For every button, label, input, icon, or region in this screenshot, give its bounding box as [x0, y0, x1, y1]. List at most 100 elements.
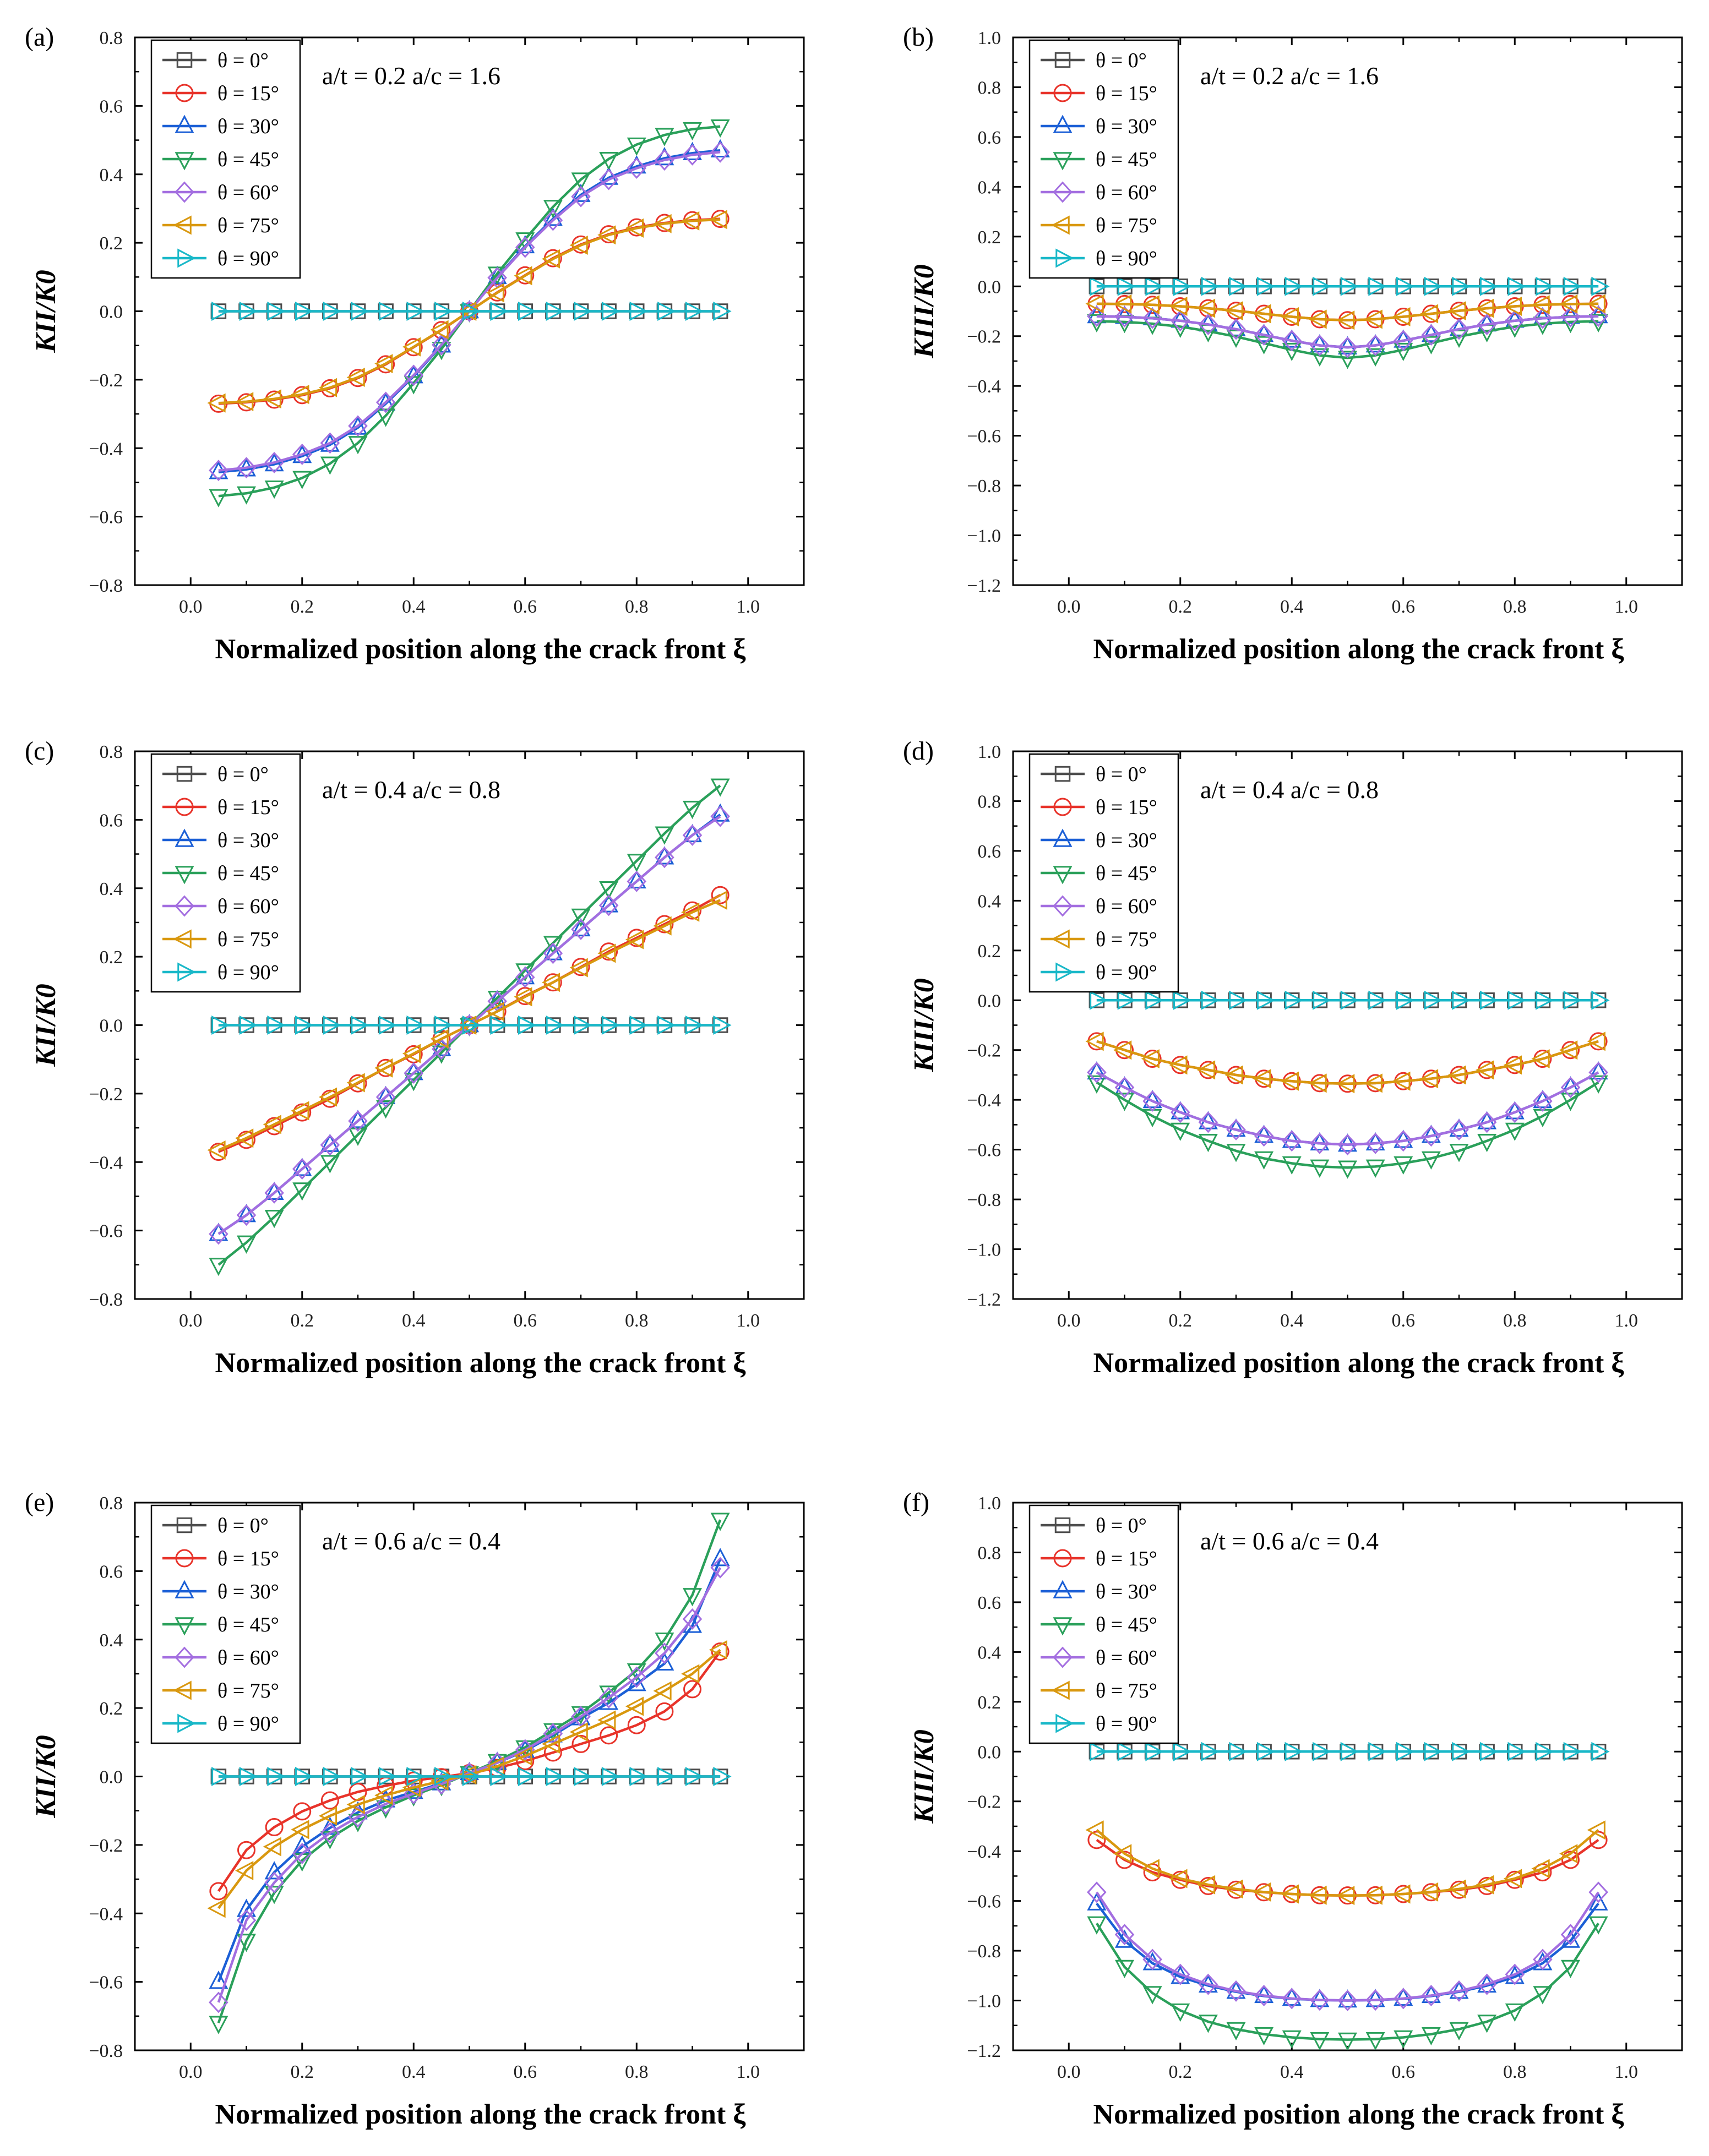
data-point — [601, 302, 621, 321]
data-point — [1254, 1151, 1274, 1170]
data-point — [709, 891, 727, 910]
data-point — [1087, 1061, 1107, 1080]
legend-label: θ = 0° — [1096, 49, 1147, 72]
data-point — [351, 1767, 369, 1786]
y-tick-label: −1.0 — [967, 1991, 1001, 2012]
data-point — [1285, 276, 1303, 296]
y-tick-label: −0.8 — [967, 1190, 1001, 1210]
legend-marker — [1053, 114, 1073, 133]
x-axis-label: Normalized position along the crack fron… — [215, 1347, 747, 1379]
data-point — [1559, 1040, 1578, 1060]
data-point — [320, 1134, 340, 1156]
chart-panel-b: −1.2 −1.0 −0.8 −0.6 −0.4 −0.2 0.0 0.2 0.4 0.6 0.8 1… — [903, 23, 1683, 665]
data-point — [375, 1086, 396, 1108]
y-tick-label: 0.8 — [100, 28, 123, 48]
x-axis-label: Normalized position along the crack fron… — [215, 2099, 747, 2130]
legend-marker — [175, 1580, 194, 1598]
data-point — [1338, 1160, 1357, 1179]
data-point — [237, 486, 256, 505]
chart-panel-d: −1.2 −1.0 −0.8 −0.6 −0.4 −0.2 0.0 0.2 0.4 0.6 0.8 1… — [903, 736, 1683, 1379]
data-point — [1224, 1065, 1243, 1085]
data-point — [374, 354, 393, 374]
data-point — [1085, 1031, 1104, 1051]
data-point — [1198, 2015, 1218, 2033]
data-point — [1090, 276, 1108, 296]
data-point — [655, 1702, 674, 1721]
y-tick-label: 0.0 — [978, 277, 1002, 297]
data-point — [1479, 990, 1499, 1010]
data-point — [320, 433, 340, 452]
data-point — [236, 457, 257, 479]
data-point — [1115, 1959, 1134, 1978]
plot-area — [207, 119, 732, 507]
data-point — [682, 144, 703, 166]
data-point — [515, 232, 535, 251]
data-point — [1533, 1090, 1553, 1112]
data-point — [1282, 342, 1302, 362]
data-point — [1587, 1031, 1605, 1051]
data-point — [710, 141, 730, 163]
data-point — [1365, 1132, 1385, 1154]
data-point — [1087, 1075, 1107, 1094]
y-tick-label: −0.8 — [89, 2041, 123, 2061]
data-point — [1308, 1073, 1327, 1093]
data-point — [1505, 1122, 1525, 1141]
data-point — [543, 209, 563, 231]
data-point — [1114, 1924, 1135, 1946]
data-point — [1338, 351, 1357, 369]
data-point — [543, 936, 563, 954]
data-point — [1392, 307, 1411, 326]
data-point — [1560, 1077, 1581, 1099]
legend-label: θ = 45° — [1096, 148, 1157, 171]
data-point — [1087, 305, 1107, 328]
data-point — [515, 1739, 535, 1761]
data-point — [239, 1016, 258, 1035]
data-point — [323, 302, 341, 321]
series-line-5 — [1096, 1828, 1599, 1897]
x-tick-label: 1.0 — [1615, 597, 1639, 617]
data-point — [1479, 276, 1499, 296]
panel-label: (b) — [903, 23, 934, 52]
y-tick-label: 0.2 — [978, 941, 1002, 962]
legend-label: θ = 75° — [217, 928, 279, 951]
data-point — [1117, 990, 1136, 1010]
data-point — [1229, 990, 1248, 1010]
panel-label: (d) — [903, 736, 934, 766]
x-tick-label: 0.2 — [291, 2062, 314, 2082]
data-point — [1505, 310, 1525, 332]
legend-label: θ = 75° — [217, 1679, 279, 1702]
data-point — [1198, 1111, 1218, 1133]
data-point — [1113, 1040, 1132, 1060]
x-tick-label: 0.6 — [1392, 1311, 1416, 1331]
y-tick-label: −0.4 — [89, 439, 123, 459]
data-point — [1449, 1118, 1469, 1140]
data-point — [1424, 1742, 1443, 1761]
data-point — [1090, 990, 1108, 1010]
data-point — [683, 141, 702, 160]
data-point — [1477, 1973, 1497, 1995]
legend-marker — [175, 895, 194, 917]
data-point — [1394, 342, 1413, 362]
legend-marker — [176, 52, 193, 68]
data-point — [1282, 1156, 1302, 1175]
data-point — [320, 1822, 340, 1844]
legend-marker — [176, 766, 193, 782]
y-tick-label: 0.2 — [100, 947, 123, 968]
data-point — [348, 1127, 368, 1146]
data-point — [681, 1664, 700, 1684]
data-point — [404, 1062, 424, 1084]
y-tick-label: 0.0 — [100, 1767, 123, 1788]
data-point — [378, 1016, 398, 1035]
x-tick-label: 0.4 — [1280, 1311, 1304, 1331]
data-point — [1479, 1742, 1499, 1761]
data-point — [295, 1767, 314, 1786]
data-point — [235, 392, 254, 412]
y-tick-label: 0.0 — [978, 991, 1002, 1011]
legend-label: θ = 90° — [1096, 1712, 1157, 1735]
legend-marker — [175, 1617, 194, 1636]
legend-label: θ = 60° — [217, 895, 279, 918]
chart-panel-a: −0.8 −0.6 −0.4 −0.2 0.0 0.2 0.4 0.6 0.8 0.0 0.2 0.4… — [25, 23, 805, 665]
data-point — [320, 1155, 340, 1173]
y-tick-label: −1.2 — [967, 1290, 1001, 1310]
panel-label: (a) — [25, 23, 54, 52]
